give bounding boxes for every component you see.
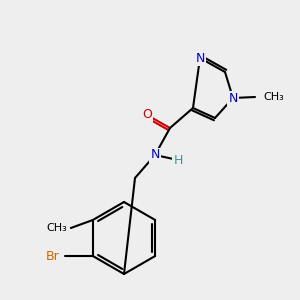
Text: Br: Br: [46, 250, 60, 262]
Text: CH₃: CH₃: [263, 92, 284, 102]
Text: H: H: [173, 154, 183, 166]
Text: N: N: [228, 92, 238, 104]
Text: N: N: [150, 148, 160, 161]
Text: CH₃: CH₃: [46, 223, 67, 233]
Text: O: O: [142, 109, 152, 122]
Text: N: N: [195, 52, 205, 64]
